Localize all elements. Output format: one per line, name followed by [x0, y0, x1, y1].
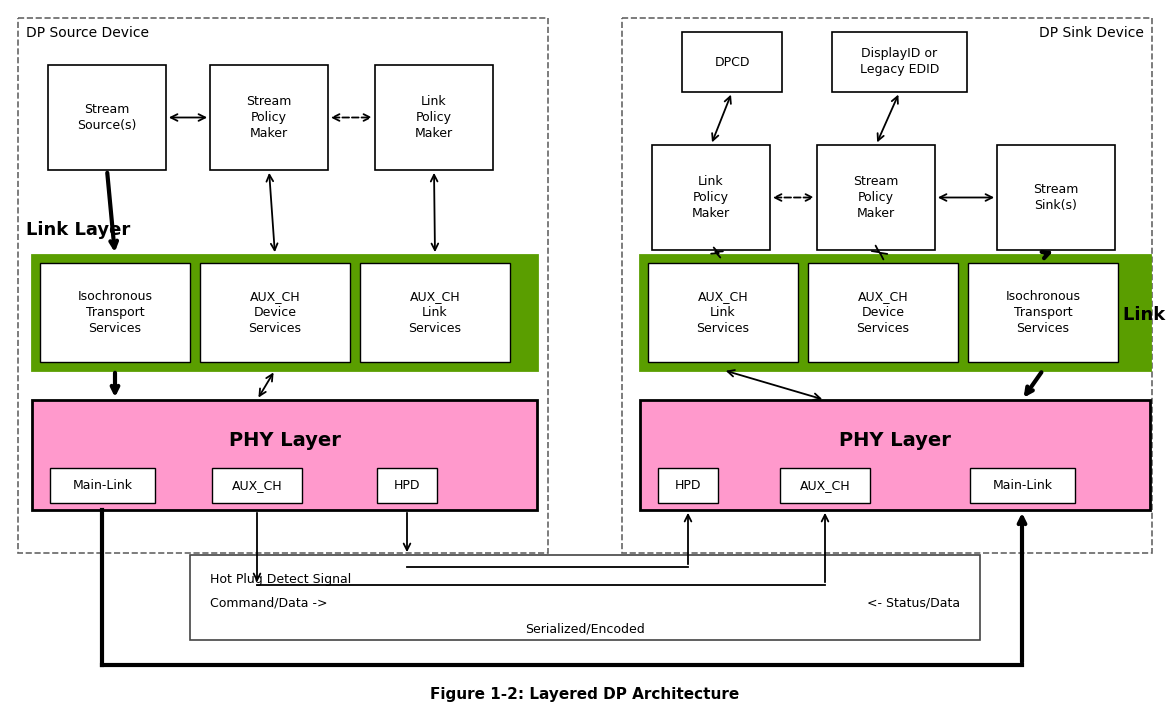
Bar: [190, 555, 980, 640]
Text: Isochronous
Transport
Services: Isochronous Transport Services: [77, 290, 152, 335]
Bar: [640, 400, 1150, 510]
Bar: [780, 468, 870, 503]
Bar: [212, 468, 302, 503]
Bar: [40, 263, 190, 362]
Text: Serialized/Encoded: Serialized/Encoded: [525, 623, 645, 636]
Text: Stream
Policy
Maker: Stream Policy Maker: [247, 95, 291, 140]
Text: HPD: HPD: [394, 479, 420, 492]
Bar: [817, 145, 935, 250]
Bar: [32, 255, 537, 370]
Bar: [968, 263, 1119, 362]
Text: DisplayID or
Legacy EDID: DisplayID or Legacy EDID: [860, 48, 940, 76]
Bar: [832, 32, 966, 92]
Bar: [658, 468, 718, 503]
Bar: [360, 263, 510, 362]
Text: Main-Link: Main-Link: [73, 479, 132, 492]
Bar: [376, 65, 493, 170]
Text: Link Layer: Link Layer: [1123, 306, 1170, 324]
Text: Stream
Sink(s): Stream Sink(s): [1033, 183, 1079, 212]
Text: Link
Policy
Maker: Link Policy Maker: [691, 175, 730, 220]
Text: Link Layer: Link Layer: [26, 221, 130, 239]
Text: HPD: HPD: [675, 479, 701, 492]
Text: <- Status/Data: <- Status/Data: [867, 597, 961, 610]
Text: DPCD: DPCD: [714, 56, 750, 68]
Bar: [18, 18, 548, 553]
Text: AUX_CH: AUX_CH: [232, 479, 282, 492]
Bar: [970, 468, 1075, 503]
Bar: [200, 263, 350, 362]
Text: Stream
Source(s): Stream Source(s): [77, 103, 137, 132]
Bar: [209, 65, 328, 170]
Text: DP Sink Device: DP Sink Device: [1039, 26, 1144, 40]
Bar: [652, 145, 770, 250]
Bar: [622, 18, 1152, 553]
Text: PHY Layer: PHY Layer: [228, 431, 340, 449]
Bar: [377, 468, 438, 503]
Text: AUX_CH
Link
Services: AUX_CH Link Services: [408, 290, 461, 335]
Text: Main-Link: Main-Link: [992, 479, 1053, 492]
Bar: [682, 32, 782, 92]
Bar: [48, 65, 166, 170]
Text: Figure 1-2: Layered DP Architecture: Figure 1-2: Layered DP Architecture: [431, 688, 739, 703]
Text: AUX_CH
Device
Services: AUX_CH Device Services: [248, 290, 302, 335]
Bar: [32, 400, 537, 510]
Text: AUX_CH: AUX_CH: [799, 479, 851, 492]
Text: PHY Layer: PHY Layer: [839, 431, 951, 449]
Text: Hot Plug Detect Signal: Hot Plug Detect Signal: [209, 573, 351, 586]
Text: AUX_CH
Link
Services: AUX_CH Link Services: [696, 290, 750, 335]
Bar: [50, 468, 154, 503]
Bar: [648, 263, 798, 362]
Text: Command/Data ->: Command/Data ->: [209, 597, 328, 610]
Text: Isochronous
Transport
Services: Isochronous Transport Services: [1005, 290, 1081, 335]
Text: Stream
Policy
Maker: Stream Policy Maker: [853, 175, 899, 220]
Bar: [997, 145, 1115, 250]
Text: DP Source Device: DP Source Device: [26, 26, 149, 40]
Text: AUX_CH
Device
Services: AUX_CH Device Services: [856, 290, 909, 335]
Bar: [640, 255, 1150, 370]
Bar: [808, 263, 958, 362]
Text: Link
Policy
Maker: Link Policy Maker: [415, 95, 453, 140]
